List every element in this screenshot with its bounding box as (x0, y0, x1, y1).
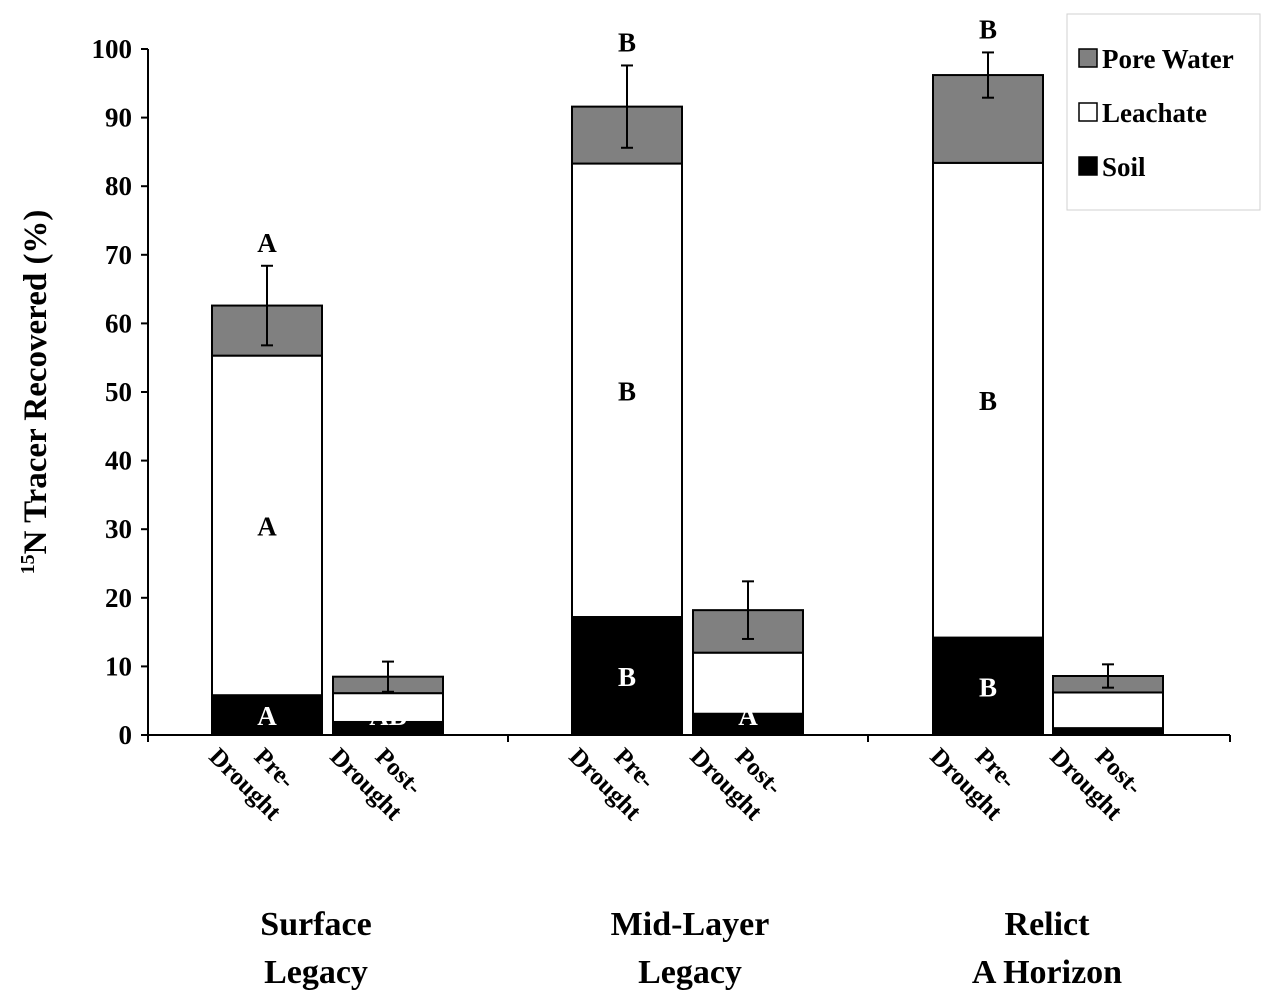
x-group-label: Relict (1005, 906, 1091, 943)
x-group-label: Mid-Layer (611, 906, 770, 943)
y-tick-label: 100 (92, 34, 133, 64)
x-group-label: Surface (260, 906, 371, 943)
x-group-label: Legacy (638, 954, 742, 991)
legend-swatch-pore-water (1078, 48, 1098, 68)
y-tick-label: 0 (119, 720, 133, 750)
significance-letter-pore-water: B (979, 14, 997, 44)
significance-letter-leachate: A (257, 511, 277, 541)
significance-letter-soil: B (979, 672, 997, 702)
y-tick-label: 90 (105, 103, 132, 133)
significance-letter-soil: A (738, 701, 758, 731)
significance-letter-soil: A (257, 701, 277, 731)
y-tick-label: 40 (105, 446, 132, 476)
significance-letter-pore-water: B (618, 27, 636, 57)
x-group-label: A Horizon (972, 954, 1122, 991)
bar-leachate (692, 651, 804, 715)
y-tick-label: 60 (105, 308, 132, 338)
bar-soil (932, 636, 1044, 737)
y-axis-label-text: N Tracer Recovered (%) (18, 210, 54, 555)
y-axis-label: 15N Tracer Recovered (%) (17, 210, 54, 575)
bar-leachate (1052, 691, 1164, 730)
x-category-label: Pre-Drought (925, 721, 1031, 827)
y-axis-label-superscript: 15 (17, 554, 39, 574)
significance-letter-soil: B (1099, 701, 1117, 731)
legend-swatch-leachate (1078, 102, 1098, 122)
bar-leachate (571, 162, 683, 619)
legend-box (1066, 13, 1261, 211)
legend-swatch-soil (1078, 156, 1098, 176)
bar-soil (211, 694, 323, 736)
x-category-label: Pre-Drought (564, 721, 670, 827)
y-tick-label: 10 (105, 651, 132, 681)
significance-letter-pore-water: A (257, 228, 277, 258)
significance-letter-soil: B (618, 662, 636, 692)
y-tick-label: 20 (105, 583, 132, 613)
x-category-label: Pre-Drought (204, 721, 310, 827)
bar-leachate (211, 354, 323, 697)
x-category-label: Post-Drought (685, 721, 791, 827)
y-tick-label: 70 (105, 240, 132, 270)
significance-letter-leachate: B (979, 386, 997, 416)
significance-letter-soil: AB (369, 701, 407, 731)
legend-label: Leachate (1102, 98, 1207, 128)
bar-soil (571, 616, 683, 736)
y-tick-label: 30 (105, 514, 132, 544)
legend-label: Soil (1102, 152, 1146, 182)
x-category-label: Post-Drought (1045, 721, 1151, 827)
legend-label: Pore Water (1102, 44, 1234, 74)
y-tick-label: 80 (105, 171, 132, 201)
x-category-label: Post-Drought (325, 721, 431, 827)
bar-leachate (932, 161, 1044, 639)
y-tick-label: 50 (105, 377, 132, 407)
significance-letter-leachate: B (618, 376, 636, 406)
bar-leachate (332, 692, 444, 723)
x-group-label: Legacy (264, 954, 368, 991)
